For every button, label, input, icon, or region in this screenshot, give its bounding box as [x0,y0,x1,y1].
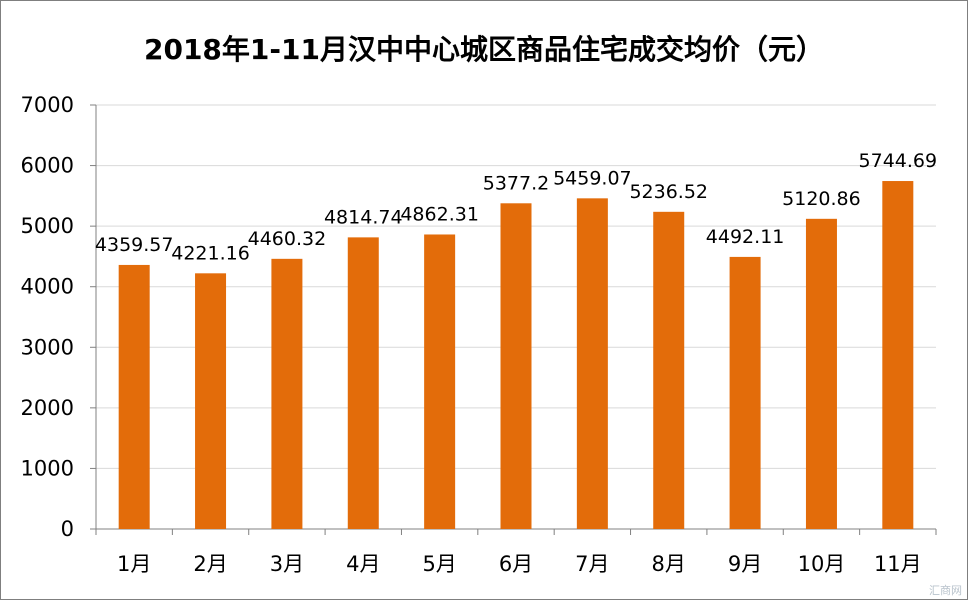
x-tick-label: 4月 [346,552,380,576]
x-tick-label: 3月 [270,552,304,576]
watermark: 汇商网 [929,584,962,597]
y-tick-label: 3000 [21,335,74,359]
data-label: 5744.69 [859,150,938,172]
bar [347,237,379,529]
bar [424,234,456,529]
y-tick-label: 0 [61,517,74,541]
data-label: 4221.16 [171,242,250,264]
data-label: 5459.07 [553,167,632,189]
data-label: 4460.32 [248,228,327,250]
chart-title: 2018年1-11月汉中中心城区商品住宅成交均价（元） [143,33,824,66]
data-label: 5377.2 [483,172,549,194]
y-tick-label: 5000 [21,214,74,238]
y-tick-label: 7000 [21,93,74,117]
y-tick-label: 2000 [21,396,74,420]
data-label: 4359.57 [95,234,174,256]
x-tick-label: 6月 [499,552,533,576]
y-tick-label: 4000 [21,275,74,299]
bar [805,218,837,529]
x-tick-label: 8月 [652,552,686,576]
bar [271,258,303,529]
data-label: 5236.52 [629,181,708,203]
data-label: 5120.86 [782,188,861,210]
bar [118,264,150,529]
x-tick-label: 9月 [728,552,762,576]
bar [500,203,532,529]
y-tick-label: 1000 [21,456,74,480]
bar [653,211,685,529]
x-tick-label: 7月 [575,552,609,576]
x-tick-label: 11月 [874,552,922,576]
bar [882,181,914,529]
x-tick-label: 10月 [798,552,846,576]
bar [576,198,608,529]
x-tick-label: 5月 [422,552,456,576]
data-label: 4492.11 [706,226,785,248]
bar [195,273,227,529]
bar [729,256,761,529]
data-label: 4814.74 [324,206,403,228]
y-tick-label: 6000 [21,154,74,178]
x-tick-label: 1月 [117,552,151,576]
x-tick-label: 2月 [193,552,227,576]
data-label: 4862.31 [400,203,479,225]
